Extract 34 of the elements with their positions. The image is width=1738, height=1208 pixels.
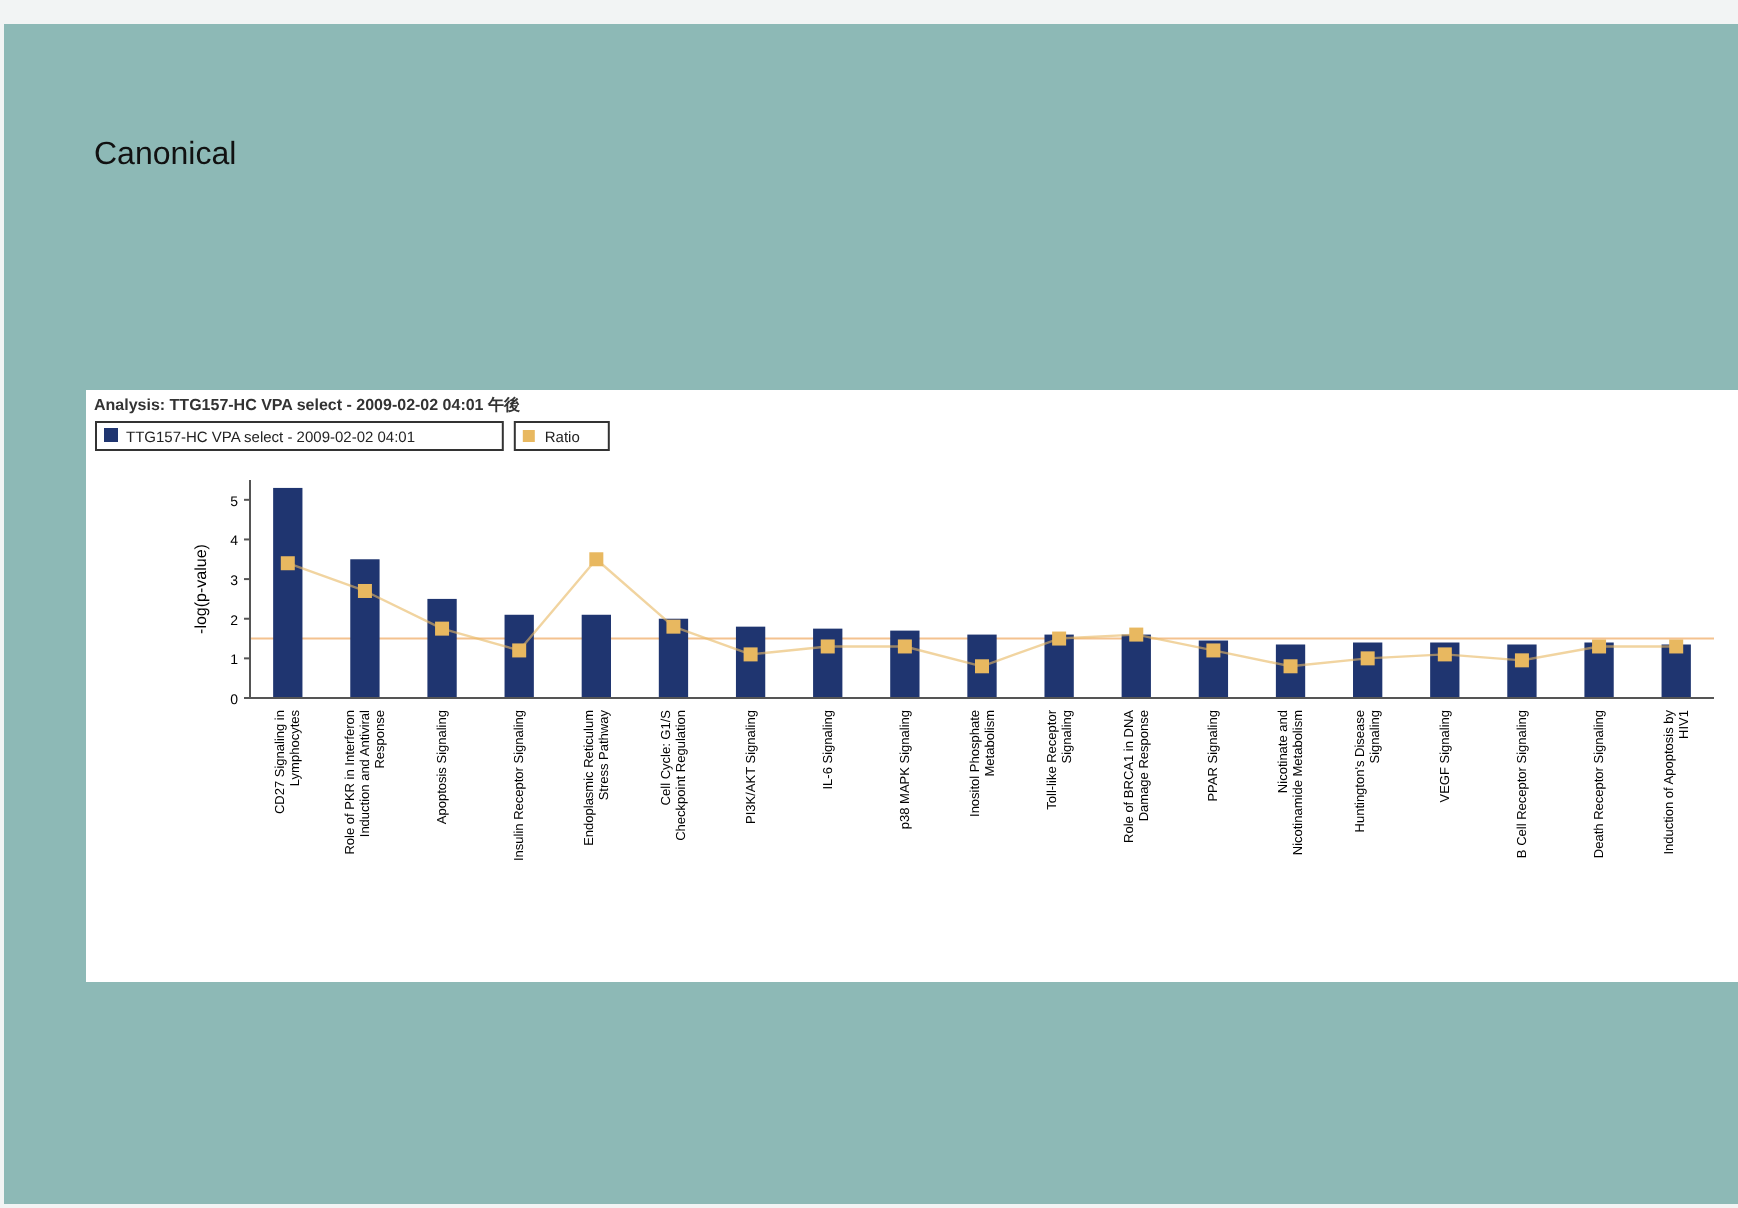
point [435,621,450,636]
point [743,647,758,662]
chart-title: Canonical [94,138,237,172]
bar [1584,642,1614,698]
bar [735,626,766,698]
bar [581,614,611,698]
bar [1121,634,1151,698]
point [1052,631,1067,646]
point [1437,647,1452,662]
y-axis-title: -log(p-value) [192,543,210,634]
point [1206,643,1221,658]
bar [1044,634,1074,698]
point [1514,653,1529,668]
bar [890,630,920,698]
point [512,643,527,658]
point [357,583,372,598]
point [897,639,912,654]
point [975,659,989,674]
point [1669,639,1684,654]
point [1129,627,1144,642]
bar [350,559,380,698]
point [280,556,295,571]
point [666,619,681,634]
bar [273,487,303,698]
point [1360,651,1375,666]
bar [813,628,843,698]
point [820,639,835,654]
chart-subtitle: Analysis: TTG157-HC VPA select - 2009-02-02 04:01 午後 [94,396,522,414]
point [589,552,604,567]
bar [658,618,689,698]
point [1592,639,1607,654]
bar [504,614,534,698]
bar [1661,644,1691,698]
bar [427,598,457,698]
